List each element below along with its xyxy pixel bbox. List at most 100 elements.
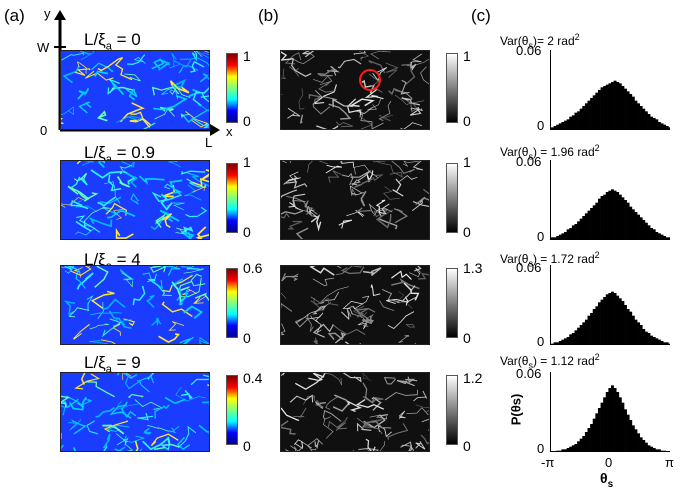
histogram-bar — [584, 213, 588, 239]
row-title: L/ξa = 9 — [84, 353, 141, 376]
speckle-texture — [353, 51, 367, 55]
speckle-texture — [281, 189, 298, 199]
speckle-texture — [394, 94, 425, 105]
speckle-texture — [289, 394, 314, 403]
speckle-texture — [377, 424, 392, 438]
speckle-texture — [175, 227, 187, 235]
speckle-texture — [291, 58, 312, 78]
histogram-bar — [668, 237, 670, 239]
speckle-texture — [294, 373, 326, 390]
histogram-bar — [618, 397, 622, 451]
histogram-bar — [582, 436, 586, 451]
histogram-bar — [561, 339, 565, 344]
histogram-bar — [600, 87, 604, 129]
speckle-texture — [372, 66, 388, 82]
histogram-bar — [663, 236, 667, 239]
speckle-texture — [308, 94, 321, 102]
histogram-bar — [600, 402, 604, 451]
speckle-texture — [387, 423, 409, 440]
speckle-texture — [115, 433, 129, 446]
speckle-texture — [341, 172, 354, 186]
speckle-texture — [381, 289, 401, 303]
histogram-bar — [605, 392, 609, 451]
speckle-texture — [362, 267, 382, 277]
speckle-texture — [181, 226, 194, 235]
histogram-bar — [650, 116, 654, 129]
speckle-texture — [360, 190, 367, 207]
speckle-texture — [120, 401, 137, 418]
speckle-texture — [112, 323, 121, 336]
gradient-map — [280, 372, 430, 452]
speckle-texture — [338, 219, 353, 229]
histogram-bar — [624, 88, 627, 129]
highlight-circle — [359, 69, 381, 91]
histogram-bar — [564, 232, 567, 239]
speckle-texture — [168, 425, 180, 434]
speckle-texture — [385, 62, 399, 78]
speckle-texture — [200, 93, 209, 103]
speckle-texture — [97, 302, 104, 320]
histogram-bar — [624, 305, 627, 344]
speckle-texture — [363, 413, 389, 429]
histogram-bar — [642, 440, 646, 451]
speckle-texture — [318, 81, 337, 93]
y-tick-max: 0.06 — [516, 43, 542, 58]
histogram-bar — [660, 123, 664, 129]
histogram-bar — [584, 103, 588, 129]
colorbar-max: 1 — [463, 154, 471, 170]
speckle-texture — [373, 208, 393, 217]
speckle-texture — [388, 87, 404, 96]
speckle-texture — [116, 400, 139, 410]
histogram-bar — [561, 449, 565, 451]
histogram-bar — [655, 338, 659, 344]
histogram-bar — [566, 229, 570, 239]
x-tick-zero: 0 — [605, 455, 613, 470]
speckle-texture — [335, 422, 347, 432]
speckle-texture — [412, 161, 424, 171]
histogram-bar — [650, 335, 654, 344]
speckle-texture — [304, 200, 314, 215]
histogram-bar — [574, 112, 578, 129]
speckle-texture — [308, 209, 318, 218]
speckle-texture — [84, 206, 111, 221]
histogram — [550, 372, 670, 452]
speckle-texture — [171, 52, 192, 68]
speckle-texture — [308, 373, 325, 382]
speckle-texture — [114, 446, 126, 451]
variance-label: Var(θs) = 1.12 rad2 — [500, 352, 600, 371]
speckle-texture — [406, 407, 429, 416]
histogram-bar — [637, 433, 640, 451]
speckle-texture — [415, 404, 429, 414]
histogram-bar — [600, 196, 604, 239]
speckle-texture — [378, 114, 393, 122]
speckle-texture — [198, 424, 209, 435]
histogram-bar — [637, 214, 640, 239]
histogram-bar — [616, 82, 620, 129]
speckle-texture — [138, 375, 155, 393]
speckle-texture — [134, 440, 139, 451]
histogram-bar — [595, 306, 599, 344]
speckle-texture — [391, 161, 416, 175]
speckle-texture — [356, 417, 383, 435]
speckle-texture — [293, 51, 315, 65]
histogram-bar — [605, 192, 609, 239]
speckle-texture — [285, 181, 308, 189]
histogram-bar — [611, 385, 614, 451]
speckle-texture — [327, 332, 344, 341]
speckle-texture — [299, 114, 304, 124]
histogram-bar — [650, 228, 654, 239]
speckle-texture — [347, 98, 362, 116]
colorbar-min: 0 — [243, 330, 251, 346]
histogram-bar — [611, 82, 614, 129]
histogram-bar — [564, 449, 567, 451]
y-axis-label: y — [44, 6, 51, 21]
histogram-bar — [579, 218, 583, 239]
histogram-bar — [655, 449, 659, 451]
speckle-texture — [294, 313, 309, 328]
speckle-texture — [332, 323, 366, 335]
histogram-bar — [644, 222, 648, 239]
speckle-texture — [108, 310, 132, 330]
speckle-texture — [101, 318, 122, 338]
histogram-bar — [629, 206, 633, 239]
histogram-bar — [603, 397, 607, 451]
